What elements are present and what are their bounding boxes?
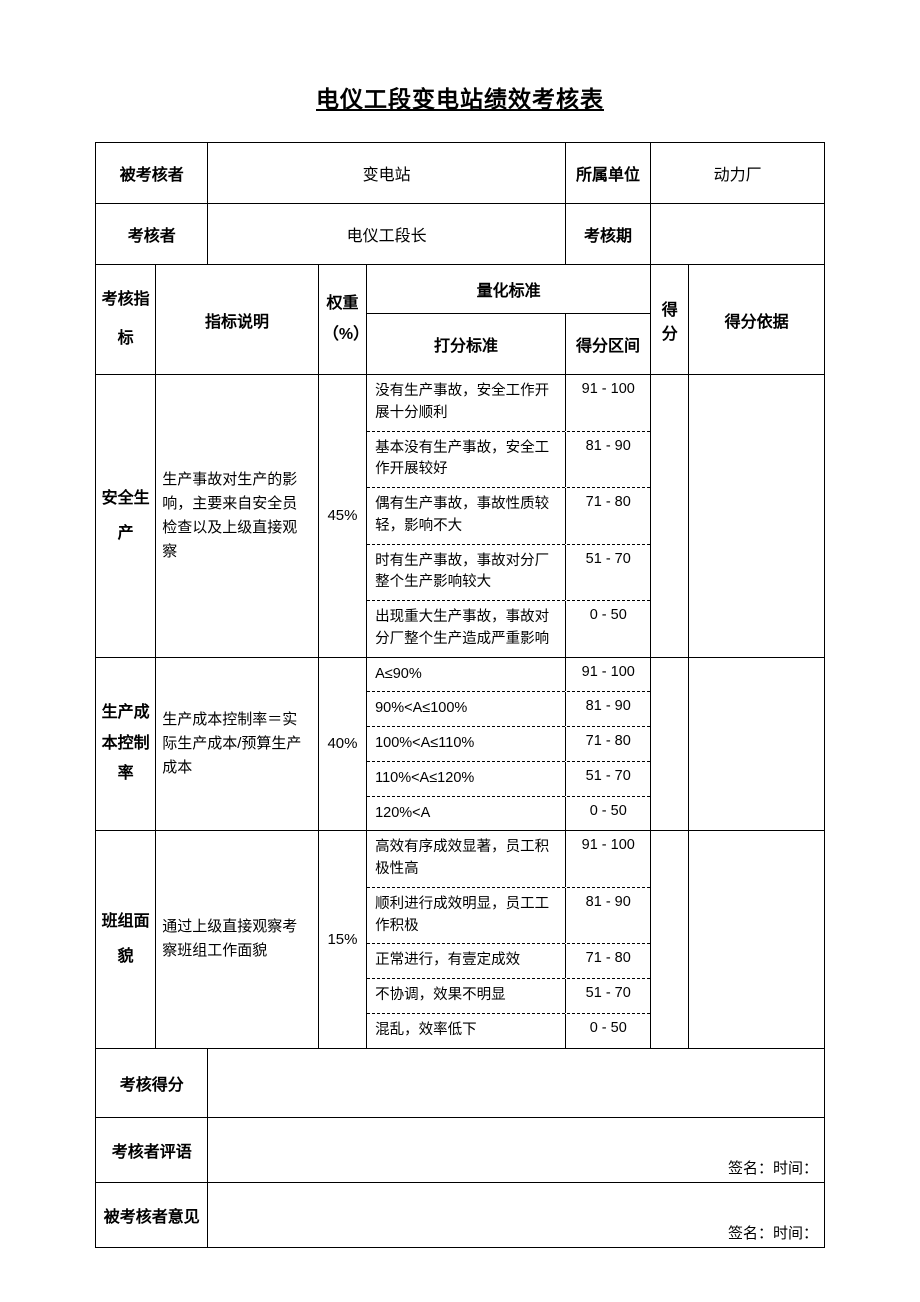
period-label: 考核期	[565, 204, 650, 265]
range-item: 71 - 80	[565, 488, 650, 544]
range-item: 91 - 100	[565, 831, 650, 887]
range-item: 51 - 70	[565, 979, 650, 1013]
criteria-item: 不协调，效果不明显	[367, 979, 565, 1013]
criteria-item: 出现重大生产事故，事故对分厂整个生产造成严重影响	[367, 601, 565, 657]
range-item: 91 - 100	[565, 658, 650, 692]
criteria-item: 120%<A	[367, 797, 565, 831]
col-indicator: 考核指标	[96, 265, 156, 375]
criteria-item: 没有生产事故，安全工作开展十分顺利	[367, 375, 565, 431]
range-item: 71 - 80	[565, 727, 650, 761]
assessment-table: 被考核者 变电站 所属单位 动力厂 考核者 电仪工段长 考核期 考核指标 指标说…	[95, 142, 825, 1248]
range-item: 51 - 70	[565, 545, 650, 601]
range-item: 81 - 90	[565, 692, 650, 726]
total-score-label: 考核得分	[96, 1048, 208, 1117]
weight-0: 45%	[318, 375, 366, 658]
criteria-block-2: 高效有序成效显著，员工积极性高91 - 100 顺利进行成效明显，员工工作积极8…	[367, 831, 651, 1048]
comment-label: 考核者评语	[96, 1117, 208, 1182]
range-item: 81 - 90	[565, 432, 650, 488]
indicator-1: 生产成本控制率	[96, 657, 156, 831]
assessor-value: 电仪工段长	[208, 204, 565, 265]
unit-value: 动力厂	[651, 143, 825, 204]
criteria-block-0: 没有生产事故，安全工作开展十分顺利91 - 100 基本没有生产事故，安全工作开…	[367, 375, 651, 658]
range-item: 91 - 100	[565, 375, 650, 431]
criteria-item: 110%<A≤120%	[367, 762, 565, 796]
range-item: 0 - 50	[565, 1014, 650, 1048]
subject-value: 变电站	[208, 143, 565, 204]
criteria-item: 偶有生产事故，事故性质较轻，影响不大	[367, 488, 565, 544]
basis-1	[689, 657, 825, 831]
total-score-value	[208, 1048, 825, 1117]
opinion-label: 被考核者意见	[96, 1182, 208, 1247]
criteria-item: A≤90%	[367, 658, 565, 692]
indicator-0: 安全生产	[96, 375, 156, 658]
opinion-sign: 签名：时间：	[208, 1182, 825, 1247]
score-2	[651, 831, 689, 1048]
score-0	[651, 375, 689, 658]
criteria-item: 顺利进行成效明显，员工工作积极	[367, 888, 565, 944]
range-item: 51 - 70	[565, 762, 650, 796]
col-score: 得分	[651, 265, 689, 375]
period-value	[651, 204, 825, 265]
criteria-item: 混乱，效率低下	[367, 1014, 565, 1048]
assessor-label: 考核者	[96, 204, 208, 265]
unit-label: 所属单位	[565, 143, 650, 204]
weight-1: 40%	[318, 657, 366, 831]
range-item: 0 - 50	[565, 797, 650, 831]
col-range: 得分区间	[565, 314, 650, 375]
col-desc: 指标说明	[156, 265, 319, 375]
range-item: 0 - 50	[565, 601, 650, 657]
criteria-block-1: A≤90%91 - 100 90%<A≤100%81 - 90 100%<A≤1…	[367, 657, 651, 831]
desc-2: 通过上级直接观察考察班组工作面貌	[156, 831, 319, 1048]
basis-2	[689, 831, 825, 1048]
indicator-2: 班组面貌	[96, 831, 156, 1048]
desc-1: 生产成本控制率＝实际生产成本/预算生产成本	[156, 657, 319, 831]
comment-sign: 签名：时间：	[208, 1117, 825, 1182]
criteria-item: 100%<A≤110%	[367, 727, 565, 761]
col-criteria: 打分标准	[367, 314, 566, 375]
col-quant: 量化标准	[367, 265, 651, 314]
criteria-item: 正常进行，有壹定成效	[367, 944, 565, 978]
criteria-item: 基本没有生产事故，安全工作开展较好	[367, 432, 565, 488]
col-basis: 得分依据	[689, 265, 825, 375]
criteria-item: 时有生产事故，事故对分厂整个生产影响较大	[367, 545, 565, 601]
criteria-item: 90%<A≤100%	[367, 692, 565, 726]
desc-0: 生产事故对生产的影响，主要来自安全员检查以及上级直接观察	[156, 375, 319, 658]
col-weight: 权重（%）	[318, 265, 366, 375]
criteria-item: 高效有序成效显著，员工积极性高	[367, 831, 565, 887]
range-item: 71 - 80	[565, 944, 650, 978]
score-1	[651, 657, 689, 831]
subject-label: 被考核者	[96, 143, 208, 204]
page-title: 电仪工段变电站绩效考核表	[95, 80, 825, 114]
weight-2: 15%	[318, 831, 366, 1048]
range-item: 81 - 90	[565, 888, 650, 944]
basis-0	[689, 375, 825, 658]
